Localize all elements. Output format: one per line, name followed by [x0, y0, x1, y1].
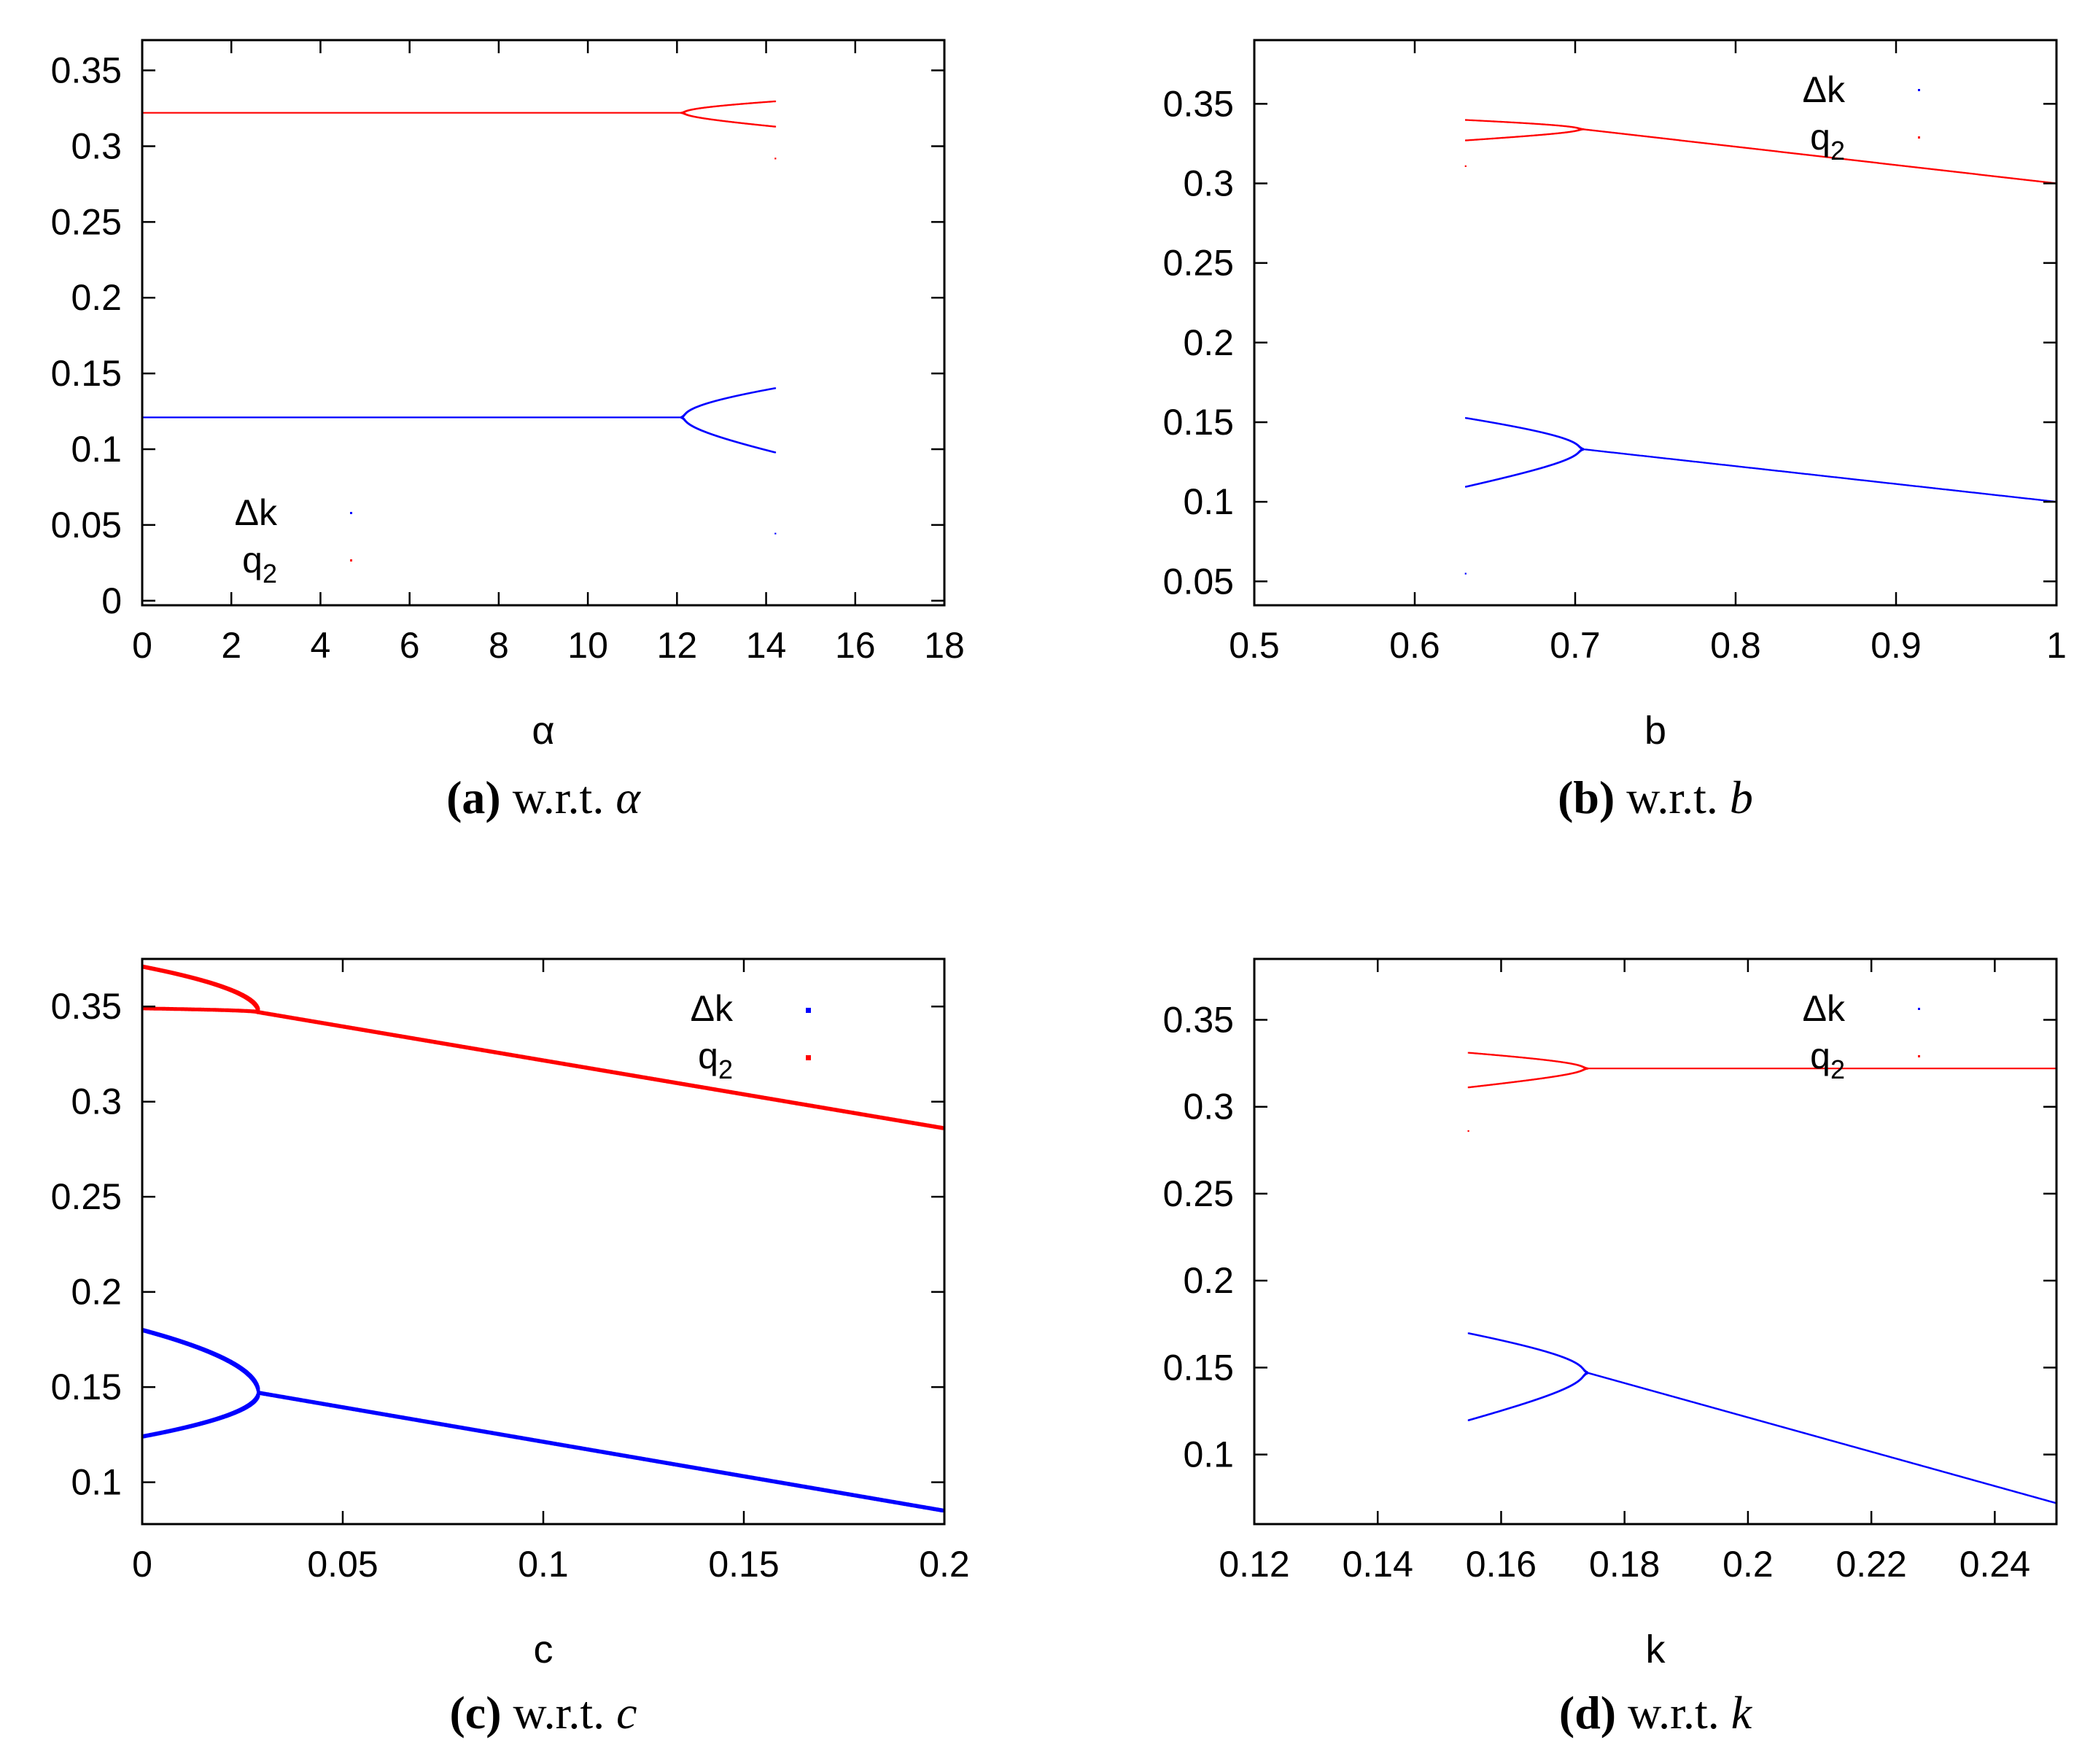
legend-label-0: Δk — [691, 988, 734, 1029]
legend-label-1: q2 — [1810, 1036, 1845, 1084]
y-tick-label: 0.2 — [71, 277, 122, 318]
x-tick-label: 0 — [132, 625, 152, 666]
series-q2 — [142, 964, 944, 1130]
plot-area — [1467, 1052, 2056, 1504]
y-tick-label: 0 — [101, 580, 122, 621]
x-axis-label: α — [532, 709, 554, 753]
y-tick-label: 0.2 — [1183, 1260, 1234, 1301]
x-tick-label: 0.2 — [919, 1544, 970, 1585]
data-points — [142, 964, 944, 1130]
x-tick-label: 2 — [221, 625, 241, 666]
data-points — [1467, 1052, 2056, 1132]
x-tick-label: 18 — [924, 625, 965, 666]
x-tick-label: 10 — [567, 625, 608, 666]
x-tick-label: 12 — [657, 625, 698, 666]
y-tick-label: 0.1 — [1183, 1434, 1234, 1475]
caption-d: (d) w.r.t. k — [1559, 1687, 1753, 1738]
x-tick-label: 0.05 — [307, 1544, 378, 1585]
panel-c: 0 0.05 0.1 0.15 0.20.10.150.20.250.30.35cΔkq… — [51, 957, 970, 1738]
panel-b: 0.5 0.6 0.7 0.8 0.9 1 0.05 0.1 0.15 0.2 0.25 0.3 0.3… — [1163, 39, 2067, 823]
data-points — [1467, 1332, 2056, 1504]
caption-c: (c) w.r.t. c — [449, 1687, 637, 1738]
series-q2 — [142, 100, 777, 160]
x-tick-label: 0.14 — [1343, 1544, 1413, 1585]
y-tick-label: 0.2 — [1183, 322, 1234, 363]
x-tick-label: 8 — [489, 625, 509, 666]
data-points — [142, 387, 777, 535]
y-tick-label: 0.1 — [71, 429, 122, 470]
x-tick-label: 0.1 — [518, 1544, 569, 1585]
plot-area — [142, 100, 777, 535]
legend-label-0: Δk — [1803, 988, 1846, 1029]
plot-frame — [1253, 39, 2058, 607]
y-tick-label: 0.15 — [1163, 1347, 1234, 1388]
x-axis-label: k — [1646, 1628, 1666, 1671]
y-tick-label: 0.15 — [51, 353, 122, 394]
x-tick-label: 0.8 — [1710, 625, 1761, 666]
panel-d: 0.12 0.14 0.16 0.18 0.2 0.22 0.24 0.1 0.15 0.2 0.2… — [1163, 957, 2058, 1738]
x-tick-label: 0.24 — [1959, 1544, 2030, 1585]
y-tick-label: 0.25 — [51, 1176, 122, 1217]
legend-marker-0 — [350, 512, 352, 514]
y-tick-label: 0.05 — [1163, 561, 1234, 602]
x-tick-label: 0.18 — [1589, 1544, 1660, 1585]
legend-marker-1 — [1918, 136, 1920, 139]
plot-frame — [141, 39, 946, 607]
x-axis-label: c — [534, 1628, 553, 1671]
y-tick-label: 0.1 — [1183, 481, 1234, 522]
x-tick-label: 1 — [2046, 625, 2067, 666]
y-tick-label: 0.35 — [1163, 999, 1234, 1040]
x-tick-label: 14 — [746, 625, 787, 666]
plot-frame — [1253, 957, 2058, 1526]
y-tick-label: 0.35 — [51, 50, 122, 91]
x-tick-label: 0.15 — [708, 1544, 779, 1585]
x-tick-label: 0.16 — [1466, 1544, 1537, 1585]
y-tick-label: 0.3 — [71, 125, 122, 166]
series-delta-k — [1467, 1332, 2056, 1504]
y-tick-label: 0.15 — [51, 1367, 122, 1407]
legend-marker-0 — [1918, 1008, 1920, 1010]
legend-label-0: Δk — [235, 492, 278, 533]
x-tick-label: 0.5 — [1229, 625, 1280, 666]
data-points — [142, 100, 777, 160]
y-tick-label: 0.25 — [51, 201, 122, 242]
x-tick-label: 0.6 — [1389, 625, 1440, 666]
series-delta-k — [142, 387, 777, 535]
x-tick-label: 0 — [132, 1544, 152, 1585]
y-tick-label: 0.3 — [1183, 1087, 1234, 1127]
y-tick-label: 0.25 — [1163, 243, 1234, 284]
plot-area — [142, 964, 944, 1512]
y-tick-label: 0.05 — [51, 505, 122, 545]
panel-a: 0 2 4 6 8 10 12 14 16 18 0 0.05 0.1 0.15 0.2 0.25 0.3 0.3… — [51, 39, 965, 823]
x-tick-label: 0.12 — [1219, 1544, 1289, 1585]
legend-marker-1 — [806, 1055, 811, 1060]
legend-marker-1 — [350, 559, 352, 562]
legend-label-0: Δk — [1803, 69, 1846, 110]
x-tick-label: 4 — [311, 625, 331, 666]
legend-marker-1 — [1918, 1055, 1920, 1057]
y-tick-label: 0.25 — [1163, 1173, 1234, 1214]
legend-marker-0 — [1918, 89, 1920, 91]
caption-b: (b) w.r.t. b — [1558, 772, 1753, 823]
y-tick-label: 0.3 — [71, 1081, 122, 1122]
y-tick-label: 0.15 — [1163, 402, 1234, 443]
legend-marker-0 — [806, 1008, 811, 1013]
y-tick-label: 0.1 — [71, 1462, 122, 1503]
x-axis-label: b — [1644, 709, 1666, 753]
x-tick-label: 0.7 — [1550, 625, 1601, 666]
x-tick-label: 16 — [835, 625, 876, 666]
x-tick-label: 6 — [400, 625, 420, 666]
y-tick-label: 0.35 — [51, 986, 122, 1027]
y-tick-label: 0.3 — [1183, 163, 1234, 203]
series-q2 — [1467, 1052, 2056, 1132]
y-tick-label: 0.2 — [71, 1272, 122, 1313]
x-tick-label: 0.9 — [1871, 625, 1922, 666]
x-tick-label: 0.22 — [1836, 1544, 1906, 1585]
y-tick-label: 0.35 — [1163, 83, 1234, 124]
caption-a: (a) w.r.t. α — [446, 772, 641, 823]
x-tick-label: 0.2 — [1722, 1544, 1774, 1585]
